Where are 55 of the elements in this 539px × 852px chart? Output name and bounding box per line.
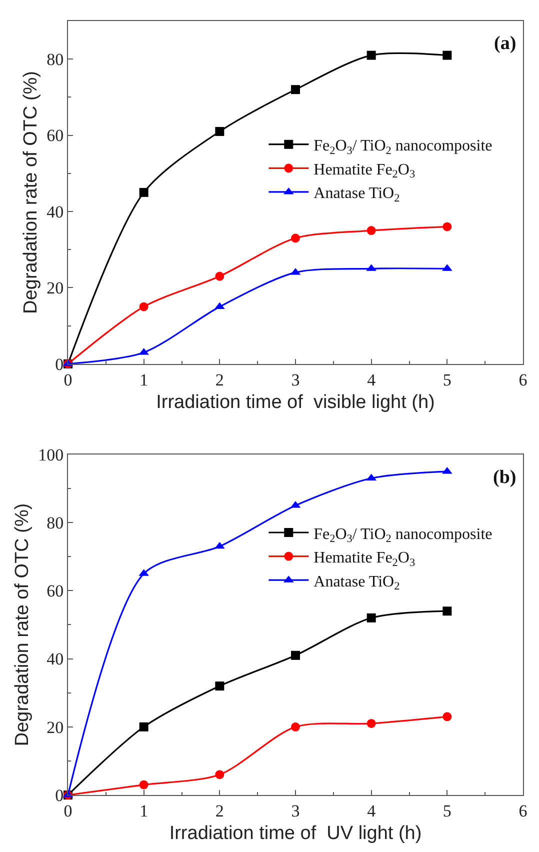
y-axis-title: Degradation rate of OTC (%) (20, 71, 42, 314)
x-tick-label: 2 (215, 801, 224, 820)
annotation: (b) (493, 467, 516, 488)
x-axis-title: Irradiation time of UV light (h) (169, 823, 422, 844)
point (215, 770, 224, 780)
y-tick-label: 0 (55, 786, 64, 805)
x-tick-label: 6 (518, 801, 528, 820)
x-tick-label: 1 (140, 370, 148, 390)
x-axis-title: Irradiation time of visible light (h) (156, 392, 435, 414)
point (139, 302, 148, 312)
y-tick-label: 80 (46, 50, 64, 70)
y-tick-label: 40 (46, 202, 64, 222)
y-tick-label: 20 (46, 718, 64, 737)
point (215, 682, 224, 691)
point (442, 50, 452, 60)
point (291, 234, 300, 243)
y-tick-label: 100 (38, 445, 64, 464)
point (366, 613, 376, 622)
legend-label: Hematite Fe$_{2}$O$_{3}$ (314, 161, 416, 181)
x-tick-label: 5 (442, 370, 452, 390)
x-tick-label: 6 (518, 370, 528, 390)
y-tick-label: 0 (55, 354, 64, 374)
point (139, 780, 148, 790)
point (442, 222, 452, 232)
legend-label: Fe$_{2}$O$_{3}$/ TiO$_{2}$ nanocomposite (314, 526, 492, 546)
point (215, 272, 224, 281)
x-tick-label: 1 (140, 801, 148, 820)
point (442, 712, 452, 722)
legend-label: Anatase TiO$_{2}$ (314, 573, 400, 593)
point (442, 606, 452, 616)
point (139, 722, 148, 732)
point (366, 226, 376, 236)
y-tick-label: 80 (46, 514, 64, 532)
x-tick-label: 3 (291, 370, 300, 390)
legend-label: Anatase TiO$_{2}$ (314, 185, 400, 205)
x-tick-label: 2 (215, 370, 224, 390)
y-tick-label: 60 (46, 126, 64, 146)
point (215, 126, 224, 136)
point (291, 85, 300, 94)
y-tick-label: 60 (46, 582, 64, 601)
x-tick-label: 4 (367, 801, 376, 820)
legend-label: Hematite Fe$_{2}$O$_{3}$ (314, 550, 416, 569)
x-tick-label: 3 (291, 801, 300, 820)
y-tick-label: 40 (46, 650, 64, 669)
point (366, 718, 376, 728)
point (139, 188, 148, 197)
y-tick-label: 20 (46, 278, 64, 298)
point (291, 650, 300, 660)
annotation: (a) (494, 33, 516, 54)
x-tick-label: 4 (367, 370, 376, 390)
point (366, 50, 376, 60)
x-tick-label: 5 (442, 801, 452, 820)
point (291, 722, 300, 732)
legend-label: Fe$_{2}$O$_{3}$/ TiO$_{2}$ nanocomposite (314, 138, 492, 157)
y-axis-title: Degradation rate of OTC (%) (12, 503, 33, 746)
